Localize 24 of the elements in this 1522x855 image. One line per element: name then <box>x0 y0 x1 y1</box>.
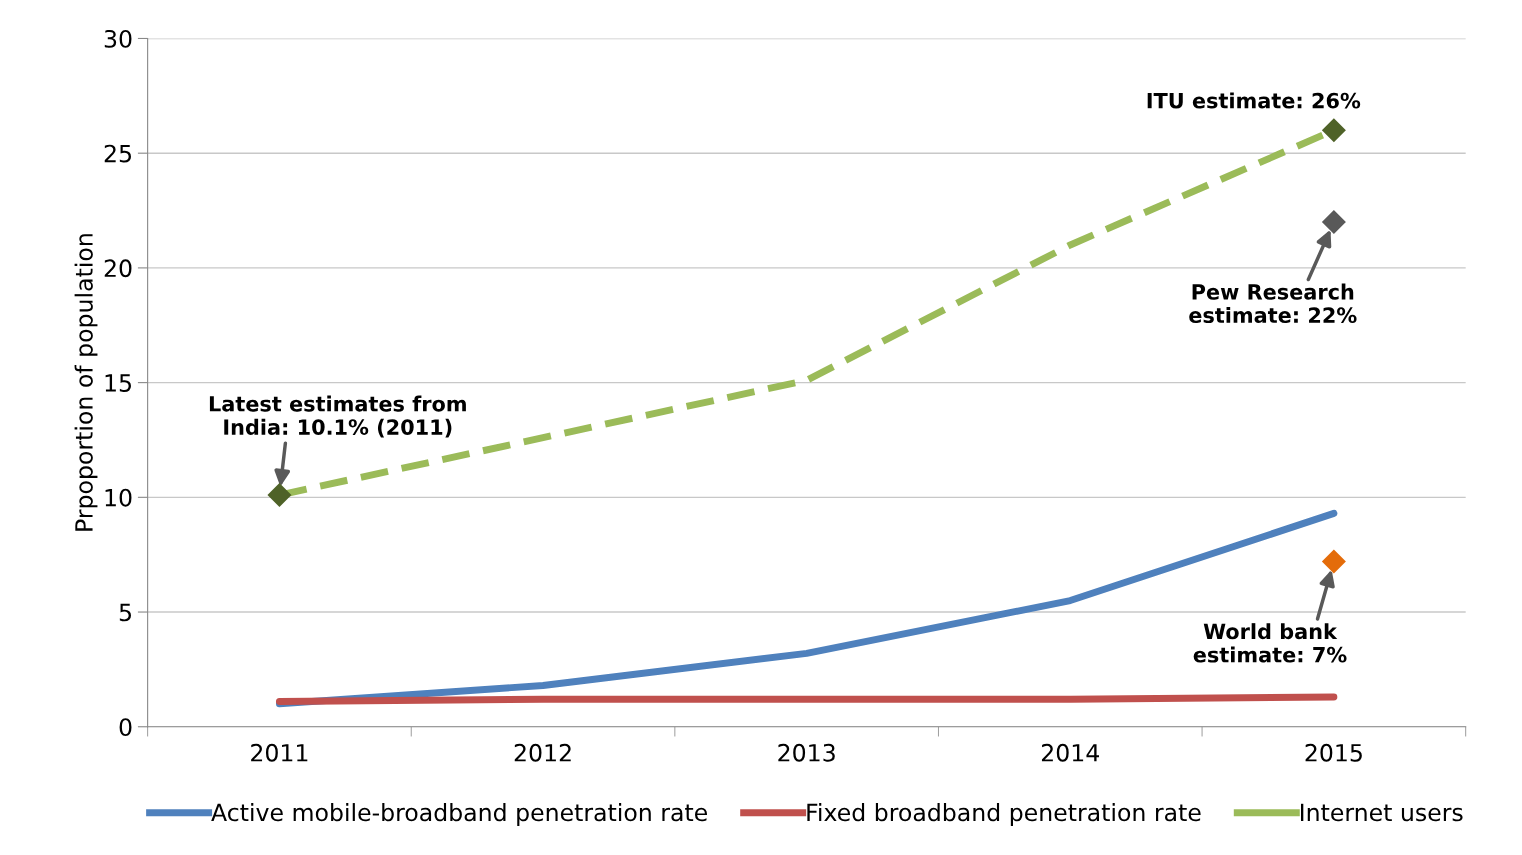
annotation: Pew Research estimate: 22% <box>1189 283 1357 324</box>
y-tick-label: 10 <box>105 488 132 507</box>
x-tick-label: 2015 <box>1305 743 1362 762</box>
x-tick-label: 2014 <box>1041 743 1099 762</box>
y-tick-label: 20 <box>104 259 132 278</box>
annotation: World bank estimate: 7% <box>1193 623 1347 663</box>
y-axis-title: Prpoportion of population <box>74 234 98 531</box>
x-tick-label: 2012 <box>514 743 571 762</box>
y-tick-label: 5 <box>119 603 131 622</box>
point <box>1321 549 1346 574</box>
point <box>267 483 292 508</box>
point <box>1321 118 1346 143</box>
y-tick-label: 25 <box>104 144 131 163</box>
point <box>1321 209 1346 235</box>
legend-label: Active mobile-broadband penetration rate <box>211 803 707 826</box>
y-tick-label: 30 <box>104 29 132 48</box>
y-tick-label: 0 <box>119 718 132 737</box>
x-tick-label: 2011 <box>251 743 308 762</box>
annotation: ITU estimate: 26% <box>1147 92 1361 109</box>
y-tick-label: 15 <box>105 374 131 392</box>
legend-label: Fixed broadband penetration rate <box>807 803 1201 826</box>
annotation: Latest estimates from India: 10.1% (2011) <box>209 395 466 438</box>
x-tick-label: 2013 <box>778 743 835 762</box>
legend-label: Internet users <box>1300 803 1463 822</box>
